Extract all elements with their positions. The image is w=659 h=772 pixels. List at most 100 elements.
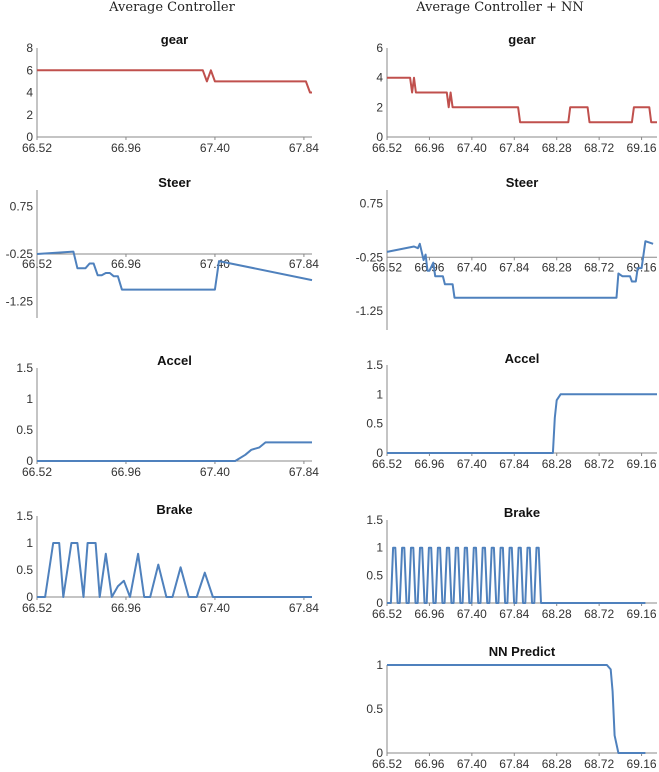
accel-right-ytick-1: 1 (376, 387, 383, 401)
brake-right-series-line (387, 546, 646, 604)
accel-left-xtick-3: 67.84 (289, 465, 319, 479)
gear-right-xtick-1: 66.96 (414, 141, 444, 155)
gear-left-ytick-0: 8 (26, 41, 33, 55)
steer-right-xtick-5: 68.72 (584, 260, 614, 274)
gear-right-xtick-6: 69.16 (627, 141, 657, 155)
nn-predict-xtick-0: 66.52 (372, 757, 402, 771)
steer-left-ytick-0: 0.75 (10, 200, 34, 214)
nn-predict-xtick-1: 66.96 (414, 757, 444, 771)
steer-left-xtick-3: 67.84 (289, 257, 319, 271)
accel-right-xtick-4: 68.28 (542, 457, 572, 471)
gear-left-ytick-2: 4 (26, 86, 33, 100)
steer-right-series-line (386, 240, 654, 299)
accel-left-ytick-1: 1 (26, 392, 33, 406)
nn-predict-xtick-4: 68.28 (542, 757, 572, 771)
right-column-title: Average Controller + NN (416, 0, 584, 15)
gear-left-xtick-3: 67.84 (289, 141, 319, 155)
gear-right-xtick-0: 66.52 (372, 141, 402, 155)
nn-predict-title: NN Predict (489, 644, 556, 659)
left-column-title: Average Controller (109, 0, 235, 15)
nn-predict-series-line (387, 664, 646, 754)
accel-left-xtick-0: 66.52 (22, 465, 52, 479)
nn-predict-xtick-3: 67.84 (499, 757, 529, 771)
gear-right-xtick-2: 67.40 (457, 141, 487, 155)
brake-right-xtick-3: 67.84 (499, 607, 529, 621)
accel-left-ytick-0: 1.5 (16, 361, 33, 375)
nn-predict-xtick-2: 67.40 (457, 757, 487, 771)
accel-right-ytick-3: 0 (376, 446, 383, 460)
gear-left-ytick-1: 6 (26, 63, 33, 77)
brake-left-series-line (37, 542, 312, 598)
accel-left-title: Accel (157, 353, 192, 368)
brake-left-xtick-1: 66.96 (111, 601, 141, 615)
steer-right-ytick-0: 0.75 (360, 196, 384, 210)
gear-right-ytick-1: 4 (376, 71, 383, 85)
nn-predict-xtick-5: 68.72 (584, 757, 614, 771)
accel-left-series-line (37, 441, 312, 462)
steer-right-ytick-2: -1.25 (356, 304, 384, 318)
accel-right-xtick-1: 66.96 (414, 457, 444, 471)
steer-left-xtick-0: 66.52 (22, 257, 52, 271)
gear-left-xtick-1: 66.96 (111, 141, 141, 155)
brake-left-xtick-3: 67.84 (289, 601, 319, 615)
brake-right-ytick-1: 1 (376, 541, 383, 555)
gear-right-series-line (387, 76, 657, 124)
gear-left-xtick-0: 66.52 (22, 141, 52, 155)
brake-right-xtick-5: 68.72 (584, 607, 614, 621)
brake-right-title: Brake (504, 505, 540, 520)
gear-left-ytick-4: 0 (26, 130, 33, 144)
nn-predict-xtick-6: 69.16 (627, 757, 657, 771)
gear-right-xtick-5: 68.72 (584, 141, 614, 155)
accel-right-series-line (387, 393, 657, 454)
steer-right-xtick-0: 66.52 (372, 260, 402, 274)
brake-right-ytick-2: 0.5 (366, 568, 383, 582)
accel-right-ytick-2: 0.5 (366, 417, 383, 431)
accel-right-xtick-2: 67.40 (457, 457, 487, 471)
gear-right-xtick-4: 68.28 (542, 141, 572, 155)
brake-left-xtick-0: 66.52 (22, 601, 52, 615)
accel-right-ytick-0: 1.5 (366, 358, 383, 372)
brake-left-ytick-0: 1.5 (16, 509, 33, 523)
gear-left-ytick-3: 2 (26, 108, 33, 122)
steer-left-title: Steer (158, 175, 191, 190)
steer-right-title: Steer (506, 175, 539, 190)
accel-left-ytick-2: 0.5 (16, 423, 33, 437)
steer-left-ytick-1: -0.25 (6, 247, 34, 261)
gear-left-title: gear (161, 32, 188, 47)
accel-left-xtick-1: 66.96 (111, 465, 141, 479)
gear-right-title: gear (508, 32, 535, 47)
steer-left-ytick-2: -1.25 (6, 294, 34, 308)
accel-right-xtick-6: 69.16 (627, 457, 657, 471)
gear-right-ytick-3: 0 (376, 130, 383, 144)
brake-right-ytick-3: 0 (376, 596, 383, 610)
accel-left-xtick-2: 67.40 (200, 465, 230, 479)
brake-right-xtick-2: 67.40 (457, 607, 487, 621)
accel-right-title: Accel (505, 351, 540, 366)
brake-left-ytick-1: 1 (26, 536, 33, 550)
steer-right-xtick-1: 66.96 (414, 260, 444, 274)
accel-left-ytick-3: 0 (26, 454, 33, 468)
steer-right-xtick-4: 68.28 (542, 260, 572, 274)
steer-right-ytick-1: -0.25 (356, 250, 384, 264)
brake-left-ytick-3: 0 (26, 590, 33, 604)
steer-left-xtick-2: 67.40 (200, 257, 230, 271)
steer-left-series-line (36, 250, 313, 291)
accel-right-xtick-3: 67.84 (499, 457, 529, 471)
brake-left-xtick-2: 67.40 (200, 601, 230, 615)
brake-right-xtick-4: 68.28 (542, 607, 572, 621)
brake-right-xtick-6: 69.16 (627, 607, 657, 621)
brake-left-ytick-2: 0.5 (16, 563, 33, 577)
nn-predict-ytick-1: 0.5 (366, 702, 383, 716)
gear-right-ytick-2: 2 (376, 100, 383, 114)
brake-right-xtick-0: 66.52 (372, 607, 402, 621)
nn-predict-ytick-0: 1 (376, 658, 383, 672)
gear-left-xtick-2: 67.40 (200, 141, 230, 155)
brake-right-xtick-1: 66.96 (414, 607, 444, 621)
nn-predict-ytick-2: 0 (376, 746, 383, 760)
brake-left-title: Brake (156, 502, 192, 517)
gear-right-xtick-3: 67.84 (499, 141, 529, 155)
gear-left-series-line (37, 69, 312, 94)
accel-right-xtick-0: 66.52 (372, 457, 402, 471)
steer-right-xtick-3: 67.84 (499, 260, 529, 274)
